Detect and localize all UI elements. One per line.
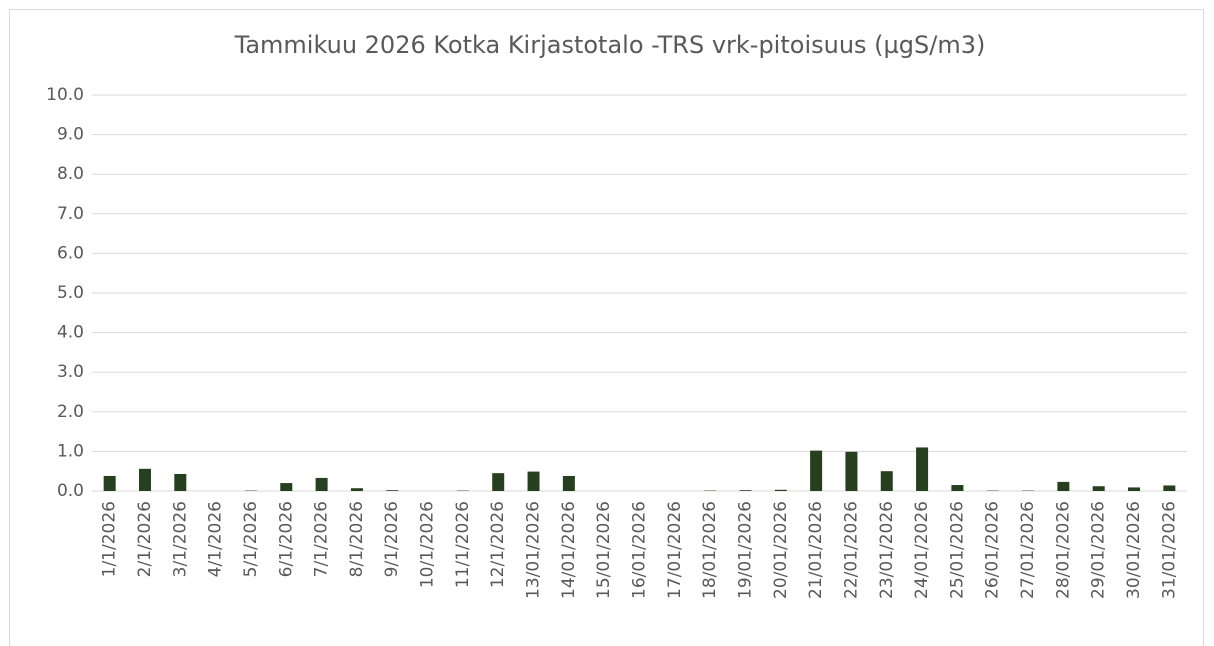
bar [492, 473, 505, 491]
x-tick-label: 8/1/2026 [347, 501, 367, 577]
y-tick-label: 10.0 [46, 85, 84, 105]
x-tick-label: 28/01/2026 [1053, 501, 1073, 599]
x-tick-label: 22/01/2026 [841, 501, 861, 599]
bar [174, 473, 187, 491]
bar [280, 483, 293, 491]
y-tick-label: 6.0 [57, 243, 84, 263]
y-tick-label: 5.0 [57, 283, 84, 303]
bar [138, 468, 151, 491]
bar [810, 450, 823, 491]
bar [1128, 487, 1141, 491]
x-tick-label: 10/1/2026 [418, 501, 438, 588]
x-tick-label: 30/01/2026 [1124, 501, 1144, 599]
x-tick-label: 18/01/2026 [700, 501, 720, 599]
x-tick-label: 27/01/2026 [1018, 501, 1038, 599]
x-tick-label: 29/01/2026 [1089, 501, 1109, 599]
y-tick-label: 0.0 [57, 481, 84, 501]
bar [880, 471, 893, 491]
bar [845, 451, 858, 491]
bar [350, 488, 363, 491]
bar [386, 490, 399, 491]
x-tick-label: 6/1/2026 [276, 501, 296, 577]
bar [1092, 486, 1105, 491]
y-tick-label: 7.0 [57, 204, 84, 224]
y-tick-label: 9.0 [57, 125, 84, 145]
bar [774, 489, 787, 491]
y-tick-label: 3.0 [57, 362, 84, 382]
x-tick-label: 3/1/2026 [170, 501, 190, 577]
y-tick-label: 4.0 [57, 323, 84, 343]
x-tick-label: 20/01/2026 [771, 501, 791, 599]
bar [916, 447, 929, 491]
x-tick-label: 13/01/2026 [524, 501, 544, 599]
x-tick-label: 1/1/2026 [100, 501, 120, 577]
x-tick-label: 25/01/2026 [947, 501, 967, 599]
x-tick-label: 14/01/2026 [559, 501, 579, 599]
y-tick-label: 1.0 [57, 441, 84, 461]
x-tick-label: 11/1/2026 [453, 501, 473, 588]
x-tick-label: 17/01/2026 [665, 501, 685, 599]
bar [951, 485, 964, 491]
bar [103, 475, 116, 491]
x-tick-label: 23/01/2026 [877, 501, 897, 599]
bar [562, 475, 575, 491]
x-tick-label: 2/1/2026 [135, 501, 155, 577]
x-tick-label: 15/01/2026 [594, 501, 614, 599]
x-tick-label: 9/1/2026 [382, 501, 402, 577]
x-tick-label: 12/1/2026 [488, 501, 508, 588]
y-tick-label: 8.0 [57, 164, 84, 184]
x-tick-label: 24/01/2026 [912, 501, 932, 599]
x-tick-label: 5/1/2026 [241, 501, 261, 577]
bar [1057, 481, 1070, 491]
x-tick-label: 19/01/2026 [735, 501, 755, 599]
x-tick-label: 4/1/2026 [206, 501, 226, 577]
chart-title: Tammikuu 2026 Kotka Kirjastotalo -TRS vr… [234, 31, 986, 59]
x-tick-label: 26/01/2026 [983, 501, 1003, 599]
bar [1163, 485, 1176, 491]
x-tick-label: 7/1/2026 [312, 501, 332, 577]
bar [527, 471, 540, 491]
x-tick-label: 16/01/2026 [630, 501, 650, 599]
x-tick-label: 31/01/2026 [1159, 501, 1179, 599]
bar [739, 490, 752, 491]
bar [315, 477, 328, 491]
chart-frame [9, 9, 1204, 646]
y-tick-label: 2.0 [57, 402, 84, 422]
x-tick-label: 21/01/2026 [806, 501, 826, 599]
